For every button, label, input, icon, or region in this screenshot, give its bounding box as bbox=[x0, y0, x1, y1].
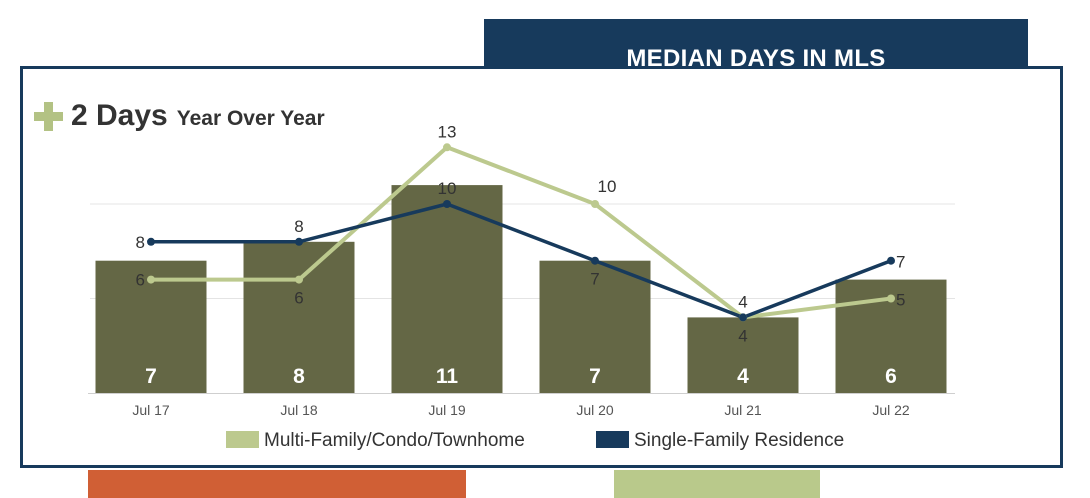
bar-4 bbox=[687, 317, 799, 393]
series-1-data-label-0: 8 bbox=[136, 233, 145, 252]
x-tick-label-0: Jul 17 bbox=[132, 402, 170, 418]
yoy-value: 2 Days bbox=[71, 99, 168, 132]
series-0-data-label-1: 6 bbox=[294, 289, 303, 308]
bar-value-label-2: 11 bbox=[436, 365, 459, 388]
series-1-point-1 bbox=[295, 237, 303, 246]
series-1-data-label-2: 10 bbox=[438, 179, 457, 198]
legend-label-0: Multi-Family/Condo/Townhome bbox=[264, 430, 525, 451]
series-1-data-label-5: 7 bbox=[896, 253, 905, 272]
series-1-point-4 bbox=[739, 313, 747, 322]
series-1-data-label-3: 7 bbox=[590, 270, 599, 289]
yoy-headline: 2 Days Year Over Year bbox=[34, 96, 325, 136]
series-line-0 bbox=[151, 145, 892, 320]
bar-2 bbox=[391, 185, 503, 393]
legend-swatch-1 bbox=[596, 431, 629, 448]
series-1-point-2 bbox=[443, 200, 451, 208]
bar-1 bbox=[243, 241, 355, 393]
series-0-point-2 bbox=[443, 143, 451, 152]
x-tick-label-5: Jul 22 bbox=[872, 402, 910, 418]
series-0-data-label-5: 5 bbox=[896, 291, 905, 310]
series-1-point-5 bbox=[887, 256, 895, 265]
bar-value-label-4: 4 bbox=[737, 365, 749, 388]
x-tick-label-2: Jul 19 bbox=[428, 402, 466, 418]
x-tick-label-3: Jul 20 bbox=[576, 402, 614, 418]
series-0-point-5 bbox=[887, 294, 895, 303]
series-0-point-0 bbox=[147, 275, 155, 284]
series-1-point-0 bbox=[147, 237, 155, 246]
x-tick-label-1: Jul 18 bbox=[280, 402, 318, 418]
series-0-data-label-3: 10 bbox=[598, 177, 617, 196]
legend-label-1: Single-Family Residence bbox=[634, 430, 844, 451]
bar-value-label-1: 8 bbox=[293, 365, 305, 388]
series-0-point-1 bbox=[295, 275, 303, 284]
series-0-data-label-2: 13 bbox=[438, 122, 457, 141]
x-tick-label-4: Jul 21 bbox=[724, 402, 762, 418]
bar-3 bbox=[539, 260, 651, 393]
series-1-point-3 bbox=[591, 256, 599, 265]
series-1-data-label-4: 4 bbox=[738, 292, 747, 311]
bar-value-label-0: 7 bbox=[145, 365, 157, 388]
yoy-caption: Year Over Year bbox=[176, 107, 325, 130]
legend-swatch-0 bbox=[226, 431, 259, 448]
series-0-point-3 bbox=[591, 200, 599, 208]
plus-icon bbox=[34, 101, 63, 131]
footer-accent-left bbox=[88, 470, 466, 498]
series-0-data-label-0: 6 bbox=[136, 271, 145, 290]
bar-value-label-5: 6 bbox=[885, 365, 897, 388]
footer-accent-right bbox=[614, 470, 820, 498]
series-1-data-label-1: 8 bbox=[294, 217, 303, 236]
bar-value-label-3: 7 bbox=[589, 365, 601, 388]
series-0-data-label-4: 4 bbox=[738, 326, 747, 345]
series-line-1 bbox=[151, 202, 892, 320]
